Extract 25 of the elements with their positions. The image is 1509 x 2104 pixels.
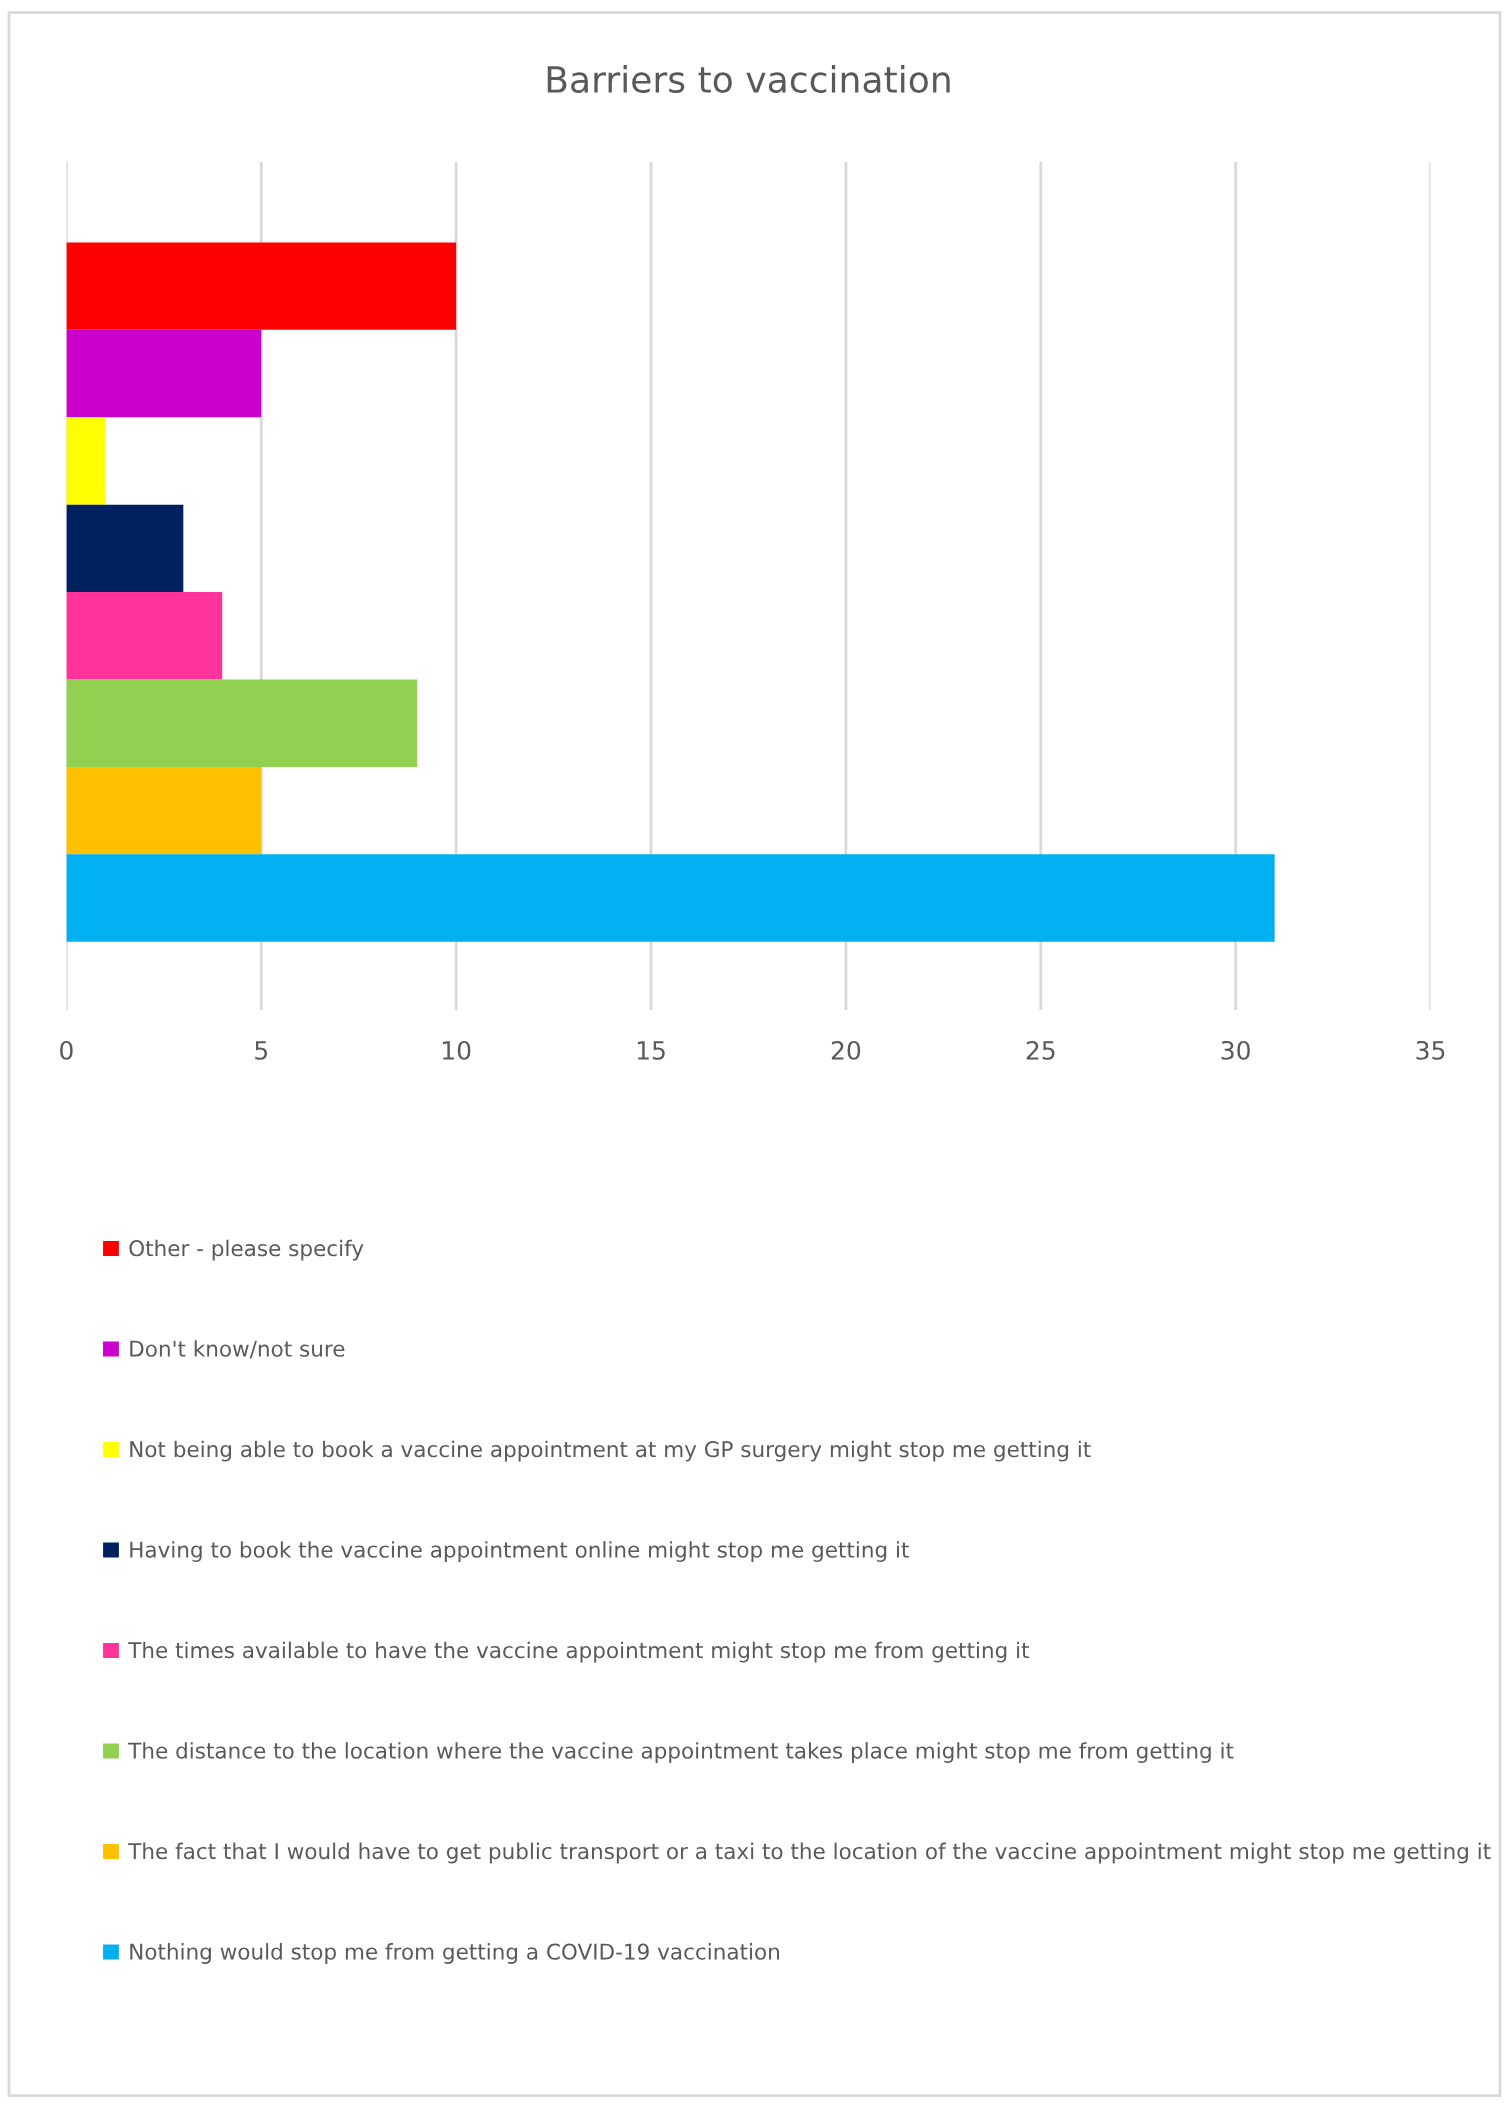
legend-label: Not being able to book a vaccine appointment at my GP surgery might stop me getting it <box>130 1440 1091 1462</box>
bar <box>66 679 418 767</box>
x-tick-label: 30 <box>1221 1040 1250 1060</box>
legend-label: Having to book the vaccine appointment online might stop me getting it <box>130 1541 909 1562</box>
bar <box>66 242 457 330</box>
chart-title: Barriers to vaccination <box>547 65 950 94</box>
legend-label: Nothing would stop me from getting a COVID-19 vaccination <box>130 1943 779 1964</box>
x-tick-label: 5 <box>255 1041 268 1060</box>
legend-label: The times available to have the vaccine appointment might stop me from getting it <box>128 1641 1029 1663</box>
legend-label: The fact that I would have to get public transport or a taxi to the location of the vaccine appointment might stop me getting it <box>128 1842 1491 1864</box>
bar <box>66 417 106 505</box>
x-tick-label: 15 <box>637 1041 665 1060</box>
legend-label: Don't know/not sure <box>130 1340 345 1359</box>
bar <box>66 854 1275 942</box>
x-tick-label: 35 <box>1416 1040 1445 1060</box>
legend-label: The distance to the location where the vaccine appointment takes place might stop me from getting it <box>128 1742 1234 1763</box>
legend-label: Other - please specify <box>129 1239 364 1261</box>
bar <box>66 504 184 593</box>
bar <box>66 329 262 418</box>
x-tick-label: 25 <box>1026 1040 1055 1060</box>
bar <box>66 766 262 855</box>
x-tick-label: 10 <box>442 1040 471 1060</box>
x-tick-label: 20 <box>831 1040 861 1060</box>
bar <box>66 592 223 680</box>
x-tick-label: 0 <box>60 1040 73 1060</box>
